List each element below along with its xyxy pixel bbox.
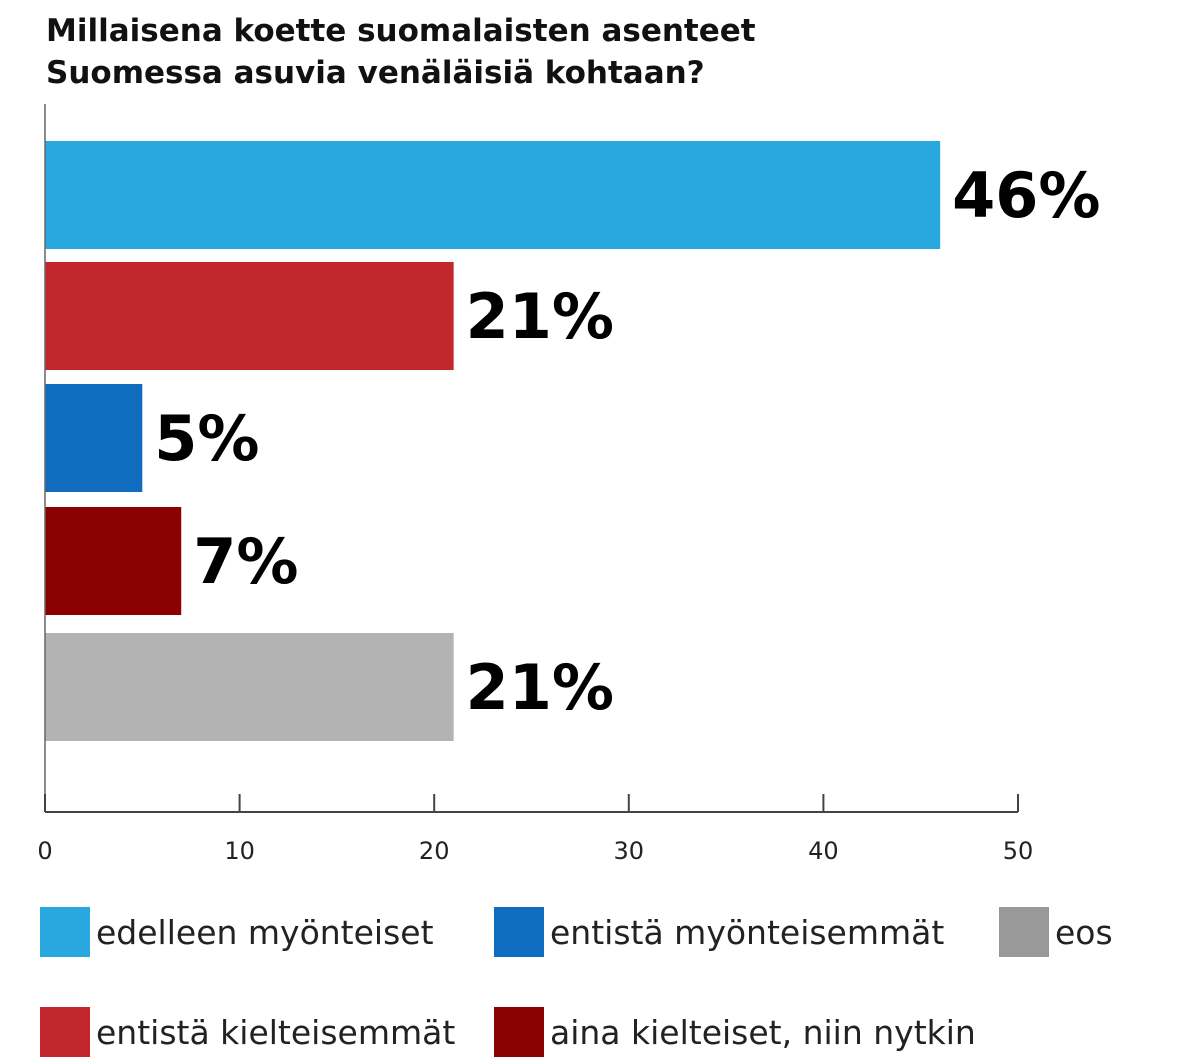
x-tick-label-4: 40: [808, 837, 839, 865]
value-labels-group: 46% 21% 5% 7% 21%: [154, 159, 1100, 724]
x-tick-label-3: 30: [614, 837, 645, 865]
bar-3: [45, 507, 182, 615]
legend-label-2: eos: [1055, 912, 1113, 952]
bar-value-label-1: 21%: [466, 280, 614, 353]
legend-label-1: entistä myönteisemmät: [550, 912, 945, 952]
legend-swatch-1: [494, 907, 544, 957]
x-tick-label-0: 0: [37, 837, 52, 865]
bar-value-label-0: 46%: [952, 159, 1100, 232]
bar-0: [45, 141, 941, 249]
legend-label-4: aina kielteiset, niin nytkin: [550, 1012, 976, 1052]
bars-group: [45, 141, 941, 741]
chart-title-line-1: Millaisena koette suomalaisten asenteet: [46, 13, 756, 49]
bar-value-label-3: 7%: [193, 525, 298, 598]
legend-item-4: aina kielteiset, niin nytkin: [494, 1007, 976, 1057]
bar-1: [45, 262, 454, 370]
legend-item-1: entistä myönteisemmät: [494, 907, 944, 957]
legend-swatch-3: [40, 1007, 90, 1057]
legend-item-3: entistä kielteisemmät: [40, 1007, 455, 1057]
bar-2: [45, 384, 143, 492]
legend-swatch-4: [494, 1007, 544, 1057]
x-axis: 0 10 20 30 40 50: [37, 104, 1033, 865]
legend-swatch-0: [40, 907, 90, 957]
x-tick-label-5: 50: [1003, 837, 1034, 865]
chart-title: Millaisena koette suomalaisten asenteet …: [46, 10, 1146, 94]
legend-label-0: edelleen myönteiset: [96, 912, 434, 952]
bar-value-label-4: 21%: [466, 651, 614, 724]
legend-swatch-2: [999, 907, 1049, 957]
legend-item-0: edelleen myönteiset: [40, 907, 434, 957]
legend-item-2: eos: [999, 907, 1113, 957]
bar-value-label-2: 5%: [154, 402, 259, 475]
legend-label-3: entistä kielteisemmät: [96, 1012, 456, 1052]
chart-title-line-2: Suomessa asuvia venäläisiä kohtaan?: [46, 55, 705, 91]
x-tick-label-2: 20: [419, 837, 450, 865]
bar-4: [45, 633, 454, 741]
x-tick-label-1: 10: [224, 837, 255, 865]
